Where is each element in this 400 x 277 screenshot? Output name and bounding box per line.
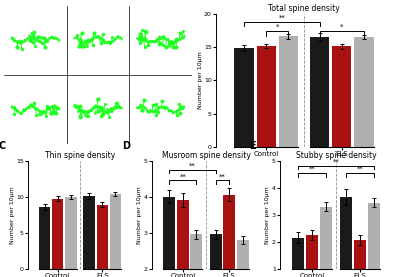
Text: eGFP: eGFP: [27, 8, 43, 13]
Bar: [210, 234, 222, 269]
Bar: [279, 37, 298, 147]
Bar: [177, 200, 189, 269]
Title: Musroom spine density: Musroom spine density: [162, 151, 250, 160]
Y-axis label: Number per 10μm: Number per 10μm: [10, 186, 15, 243]
Bar: [163, 197, 175, 269]
Text: Rac1-CA: Rac1-CA: [85, 8, 111, 13]
Text: *: *: [276, 24, 279, 30]
Bar: [332, 47, 352, 147]
Title: Stubby spine density: Stubby spine density: [296, 151, 376, 160]
Bar: [234, 48, 254, 147]
Bar: [256, 47, 276, 147]
Bar: [39, 207, 50, 269]
Text: **: **: [357, 166, 363, 172]
Bar: [292, 238, 304, 269]
Y-axis label: Number per 10μm: Number per 10μm: [198, 52, 202, 109]
Bar: [65, 197, 76, 269]
Text: **: **: [333, 159, 339, 165]
Y-axis label: Number per 10μm: Number per 10μm: [138, 186, 142, 243]
Text: ELS: ELS: [5, 104, 10, 115]
Text: D: D: [122, 141, 130, 151]
Bar: [190, 234, 202, 269]
Bar: [354, 37, 374, 147]
Bar: [84, 196, 95, 269]
Text: E: E: [249, 141, 255, 151]
Text: **: **: [219, 174, 226, 179]
Text: C: C: [0, 141, 6, 151]
Bar: [96, 205, 108, 269]
Bar: [368, 202, 380, 269]
Bar: [110, 194, 121, 269]
Bar: [310, 37, 329, 147]
Bar: [237, 240, 249, 269]
Bar: [306, 235, 318, 269]
Text: Control: Control: [5, 29, 10, 52]
Bar: [320, 207, 332, 269]
Title: Total spine density: Total spine density: [268, 4, 340, 13]
Text: **: **: [278, 15, 285, 21]
Text: Rac1-DN: Rac1-DN: [147, 8, 174, 13]
Text: *: *: [340, 24, 344, 30]
Bar: [340, 197, 352, 269]
Bar: [223, 195, 235, 269]
Bar: [354, 240, 366, 269]
Text: **: **: [180, 174, 186, 179]
Text: **: **: [309, 166, 315, 172]
Text: **: **: [189, 163, 196, 169]
Title: Thin spine density: Thin spine density: [45, 151, 115, 160]
Y-axis label: Number per 10μm: Number per 10μm: [266, 186, 270, 243]
Bar: [52, 199, 64, 269]
